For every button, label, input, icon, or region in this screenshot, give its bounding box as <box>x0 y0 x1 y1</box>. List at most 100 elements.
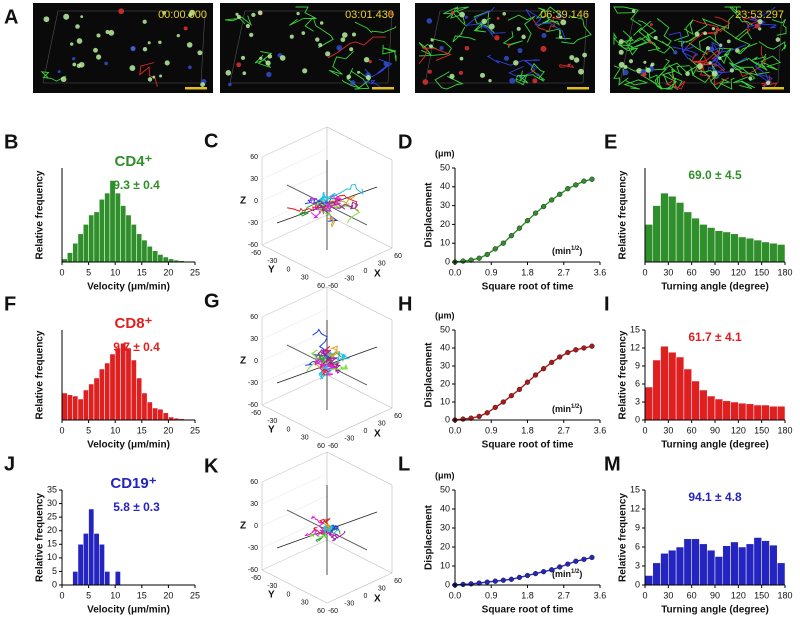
bar <box>776 562 786 586</box>
bar <box>77 544 84 586</box>
cell <box>694 31 700 37</box>
y-tick-label: 40 <box>440 342 450 352</box>
box-grid <box>261 308 328 340</box>
x-axis-label: Velocity (μm/min) <box>87 440 170 451</box>
x-tick-label: 30 <box>663 590 673 600</box>
y-tick-label: 3 <box>635 396 640 406</box>
panel-letter: G <box>204 290 220 312</box>
z-axis-label: Z <box>240 521 246 532</box>
trajectory <box>326 201 359 210</box>
cell <box>197 50 203 56</box>
cell <box>645 67 651 73</box>
x-unit-part: ) <box>579 246 582 256</box>
bar <box>141 239 148 263</box>
frame-box <box>42 10 206 84</box>
marker <box>484 410 490 416</box>
x-tick-label: 15 <box>137 590 147 600</box>
x-tick-label: -60 <box>328 443 338 450</box>
track <box>515 74 545 84</box>
x-axis-label: Square root of time <box>482 440 574 451</box>
bar <box>157 408 164 421</box>
track <box>559 63 575 69</box>
x-tick-label: 30 <box>378 260 386 267</box>
cell <box>459 11 465 18</box>
y-unit: (μm) <box>435 470 455 480</box>
cell <box>325 51 331 57</box>
bar <box>125 214 132 263</box>
cell <box>189 9 196 16</box>
cell <box>142 46 148 52</box>
bar <box>104 192 111 263</box>
bar <box>77 398 84 421</box>
track <box>728 62 759 82</box>
box-grid <box>261 473 328 505</box>
y-tick-label: 9 <box>635 522 640 532</box>
x-tick-label: 60 <box>394 578 402 585</box>
cell <box>301 31 306 35</box>
x-tick-label: 60 <box>687 590 697 600</box>
cell <box>200 82 206 88</box>
cell <box>715 28 719 32</box>
cell <box>340 37 346 43</box>
x-unit-part: (min <box>552 569 571 579</box>
cell <box>618 61 625 68</box>
cell <box>569 55 575 61</box>
cell <box>70 42 74 46</box>
y-tick-label: 0 <box>287 591 291 598</box>
trajectory <box>321 345 340 370</box>
cell <box>697 63 703 70</box>
cell <box>628 59 634 64</box>
cell <box>251 12 256 18</box>
panel-letter: I <box>604 293 610 315</box>
z-tick-label: 0 <box>254 198 258 205</box>
bar <box>120 342 127 421</box>
box-grid <box>261 374 328 406</box>
track <box>660 64 678 90</box>
y-tick-label: 5 <box>52 566 57 576</box>
cell <box>225 70 232 76</box>
z-tick-label: 0 <box>254 523 258 530</box>
marker <box>532 570 539 577</box>
cell <box>302 68 308 74</box>
bar <box>714 230 724 263</box>
marker <box>532 210 539 216</box>
y-axis-label: Relative frequency <box>35 170 46 259</box>
cell <box>296 11 300 16</box>
cell-type-label: CD19⁺ <box>110 475 156 492</box>
box-edge <box>326 214 393 249</box>
x-tick-label: -30 <box>344 435 354 442</box>
cell <box>573 57 580 63</box>
bar <box>745 403 755 421</box>
cell <box>439 45 444 51</box>
cell <box>464 15 468 19</box>
bar <box>675 546 685 586</box>
trajectory <box>317 197 346 210</box>
y-tick-label: 60 <box>317 283 325 290</box>
bar <box>753 537 762 586</box>
marker <box>516 386 523 393</box>
cell <box>93 47 98 53</box>
track <box>354 21 397 33</box>
bar <box>706 395 716 421</box>
panel-letter: J <box>4 453 15 475</box>
x-tick-label: -60 <box>328 608 338 615</box>
track <box>645 38 671 54</box>
cell <box>502 12 506 16</box>
box-grid <box>261 170 328 202</box>
track <box>719 47 732 65</box>
marker <box>581 556 587 562</box>
cell <box>245 23 250 29</box>
marker <box>460 416 466 422</box>
color-bar <box>185 87 207 90</box>
panel-letter: L <box>398 453 410 475</box>
bar <box>72 571 79 586</box>
x-tick-label: -60 <box>328 283 338 290</box>
cell <box>509 77 516 84</box>
track <box>688 35 720 55</box>
x-tick-label: 1.8 <box>521 267 534 277</box>
box-grid <box>261 495 328 527</box>
x-tick-label: -30 <box>344 600 354 607</box>
x-axis-label: Turning angle (degree) <box>661 282 769 293</box>
x-tick-label: 0 <box>364 593 368 600</box>
x-tick-label: 15 <box>137 267 147 277</box>
